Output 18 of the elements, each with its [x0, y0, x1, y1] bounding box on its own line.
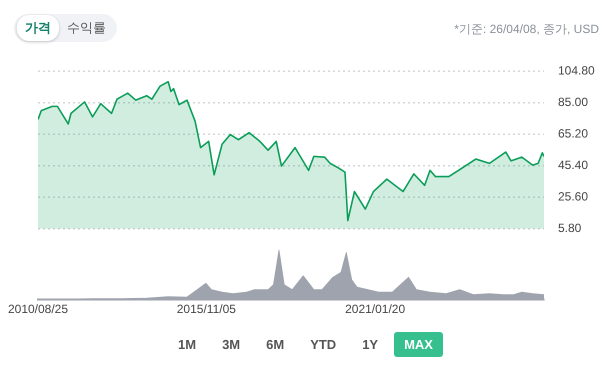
text: 가격	[17, 15, 59, 41]
y-tick-label: 104.80	[558, 64, 596, 78]
x-tick-label: 2015/11/05	[176, 302, 236, 316]
y-tick-label: 65.20	[558, 126, 588, 141]
text: 1Y	[361, 336, 380, 354]
y-tick-label: 45.40	[558, 158, 588, 172]
text: 수익률	[66, 19, 107, 37]
text: 3M	[221, 336, 242, 354]
text: YTD	[309, 336, 338, 354]
y-tick-label: 5.80	[558, 221, 582, 236]
text: 6M	[265, 336, 286, 354]
y-tick-label: 85.00	[558, 95, 588, 110]
text: 1M	[177, 336, 198, 354]
text: *기준: 26/04/08, 종가, USD	[454, 21, 599, 38]
text: MAX	[394, 332, 443, 357]
x-tick-label: 2010/08/25	[8, 302, 68, 316]
y-tick-label: 25.60	[558, 190, 588, 204]
x-tick-label: 2021/01/20	[345, 302, 406, 316]
